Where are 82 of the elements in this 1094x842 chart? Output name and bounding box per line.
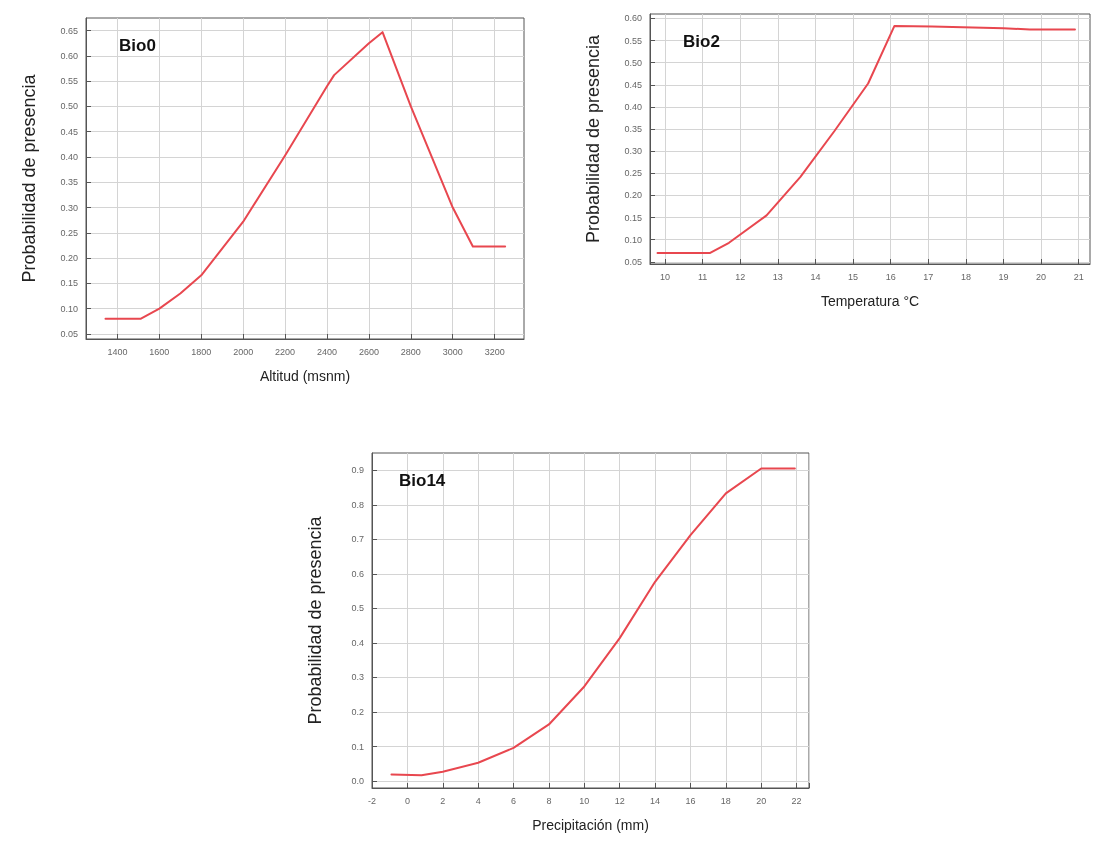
- y-tick-label: 0.3: [351, 672, 364, 683]
- x-tick-label: 20: [756, 795, 767, 806]
- y-tick-label: 0.40: [624, 101, 642, 112]
- y-tick-label: 0.45: [624, 79, 642, 90]
- y-tick-label: 0.60: [60, 50, 78, 61]
- x-tick-label: 2200: [275, 346, 296, 357]
- x-tick-label: 16: [885, 271, 896, 282]
- x-axis-title: Precipitación (mm): [532, 817, 649, 833]
- y-tick-label: 0.60: [624, 13, 642, 24]
- x-tick-label: 3200: [484, 346, 505, 357]
- x-tick-label: 19: [998, 271, 1009, 282]
- x-tick-label: 21: [1073, 271, 1084, 282]
- x-tick-label: 10: [660, 271, 671, 282]
- text: Bio0: [119, 36, 156, 55]
- x-tick-label: 22: [791, 795, 802, 806]
- y-tick-label: 0.9: [351, 465, 364, 476]
- x-tick-label: -2: [367, 795, 377, 806]
- y-tick-label: 0.20: [60, 253, 78, 264]
- x-tick-label: 2000: [233, 346, 254, 357]
- x-tick-label: 10: [579, 795, 590, 806]
- y-tick-label: 0.10: [624, 234, 642, 245]
- y-tick-label: 0.35: [60, 177, 78, 188]
- x-tick-label: 2: [440, 795, 446, 806]
- y-tick-label: 0.25: [60, 227, 78, 238]
- x-tick-label: 15: [848, 271, 859, 282]
- x-axis-title: Altitud (msnm): [259, 368, 351, 384]
- line-series: [104, 31, 507, 320]
- x-tick-label: 18: [720, 795, 731, 806]
- y-tick-label: 0.10: [60, 303, 78, 314]
- x-tick-label: 1400: [107, 346, 128, 357]
- y-tick-label: 0.8: [351, 499, 364, 510]
- x-tick-label: 12: [614, 795, 625, 806]
- y-axis-title: Probabilidad de presencia: [583, 33, 603, 244]
- x-tick-label: 20: [1036, 271, 1047, 282]
- y-tick-label: 0.1: [351, 741, 364, 752]
- y-tick-label: 0.7: [351, 534, 364, 545]
- y-tick-label: 0.55: [60, 76, 78, 87]
- text: Bio14: [399, 471, 446, 490]
- y-tick-label: 0.20: [624, 190, 642, 201]
- y-tick-label: 0.05: [60, 328, 78, 339]
- x-tick-label: 2400: [316, 346, 338, 357]
- x-tick-label: 14: [650, 795, 661, 806]
- x-tick-label: 2800: [400, 346, 421, 357]
- line-series: [656, 24, 1076, 254]
- y-tick-label: 0.4: [351, 637, 364, 648]
- y-tick-label: 0.25: [624, 168, 642, 179]
- y-tick-label: 0.30: [624, 146, 642, 157]
- x-tick-label: 0: [404, 795, 410, 806]
- y-axis-title: Probabilidad de presencia: [305, 515, 325, 725]
- y-tick-label: 0.15: [60, 278, 78, 289]
- y-tick-label: 0.45: [60, 126, 78, 137]
- x-tick-label: 3000: [442, 346, 463, 357]
- x-tick-label: 12: [735, 271, 746, 282]
- y-tick-label: 0.50: [624, 57, 642, 68]
- x-tick-label: 2600: [358, 346, 379, 357]
- x-axis-title: Temperatura °C: [820, 293, 920, 309]
- y-tick-label: 0.0: [351, 776, 364, 787]
- y-tick-label: 0.40: [60, 152, 78, 163]
- y-tick-label: 0.50: [60, 101, 78, 112]
- text: Bio2: [683, 32, 720, 51]
- y-tick-label: 0.6: [351, 568, 364, 579]
- x-tick-label: 13: [772, 271, 783, 282]
- y-tick-label: 0.15: [624, 212, 642, 223]
- y-axis-title: Probabilidad de presencia: [19, 73, 39, 283]
- y-tick-label: 0.05: [624, 256, 642, 267]
- y-tick-label: 0.30: [60, 202, 78, 213]
- y-tick-label: 0.55: [624, 35, 642, 46]
- y-tick-label: 0.5: [351, 603, 364, 614]
- x-tick-label: 8: [546, 795, 552, 806]
- x-tick-label: 16: [685, 795, 696, 806]
- x-tick-label: 4: [475, 795, 481, 806]
- x-tick-label: 1600: [149, 346, 170, 357]
- x-tick-label: 14: [810, 271, 821, 282]
- x-tick-label: 17: [923, 271, 934, 282]
- x-tick-label: 18: [960, 271, 971, 282]
- x-tick-label: 1800: [191, 346, 212, 357]
- x-tick-label: 11: [697, 271, 708, 282]
- line-series: [390, 467, 796, 777]
- y-tick-label: 0.35: [624, 124, 642, 135]
- x-tick-label: 6: [511, 795, 517, 806]
- y-tick-label: 0.2: [351, 707, 364, 718]
- y-tick-label: 0.65: [60, 25, 78, 36]
